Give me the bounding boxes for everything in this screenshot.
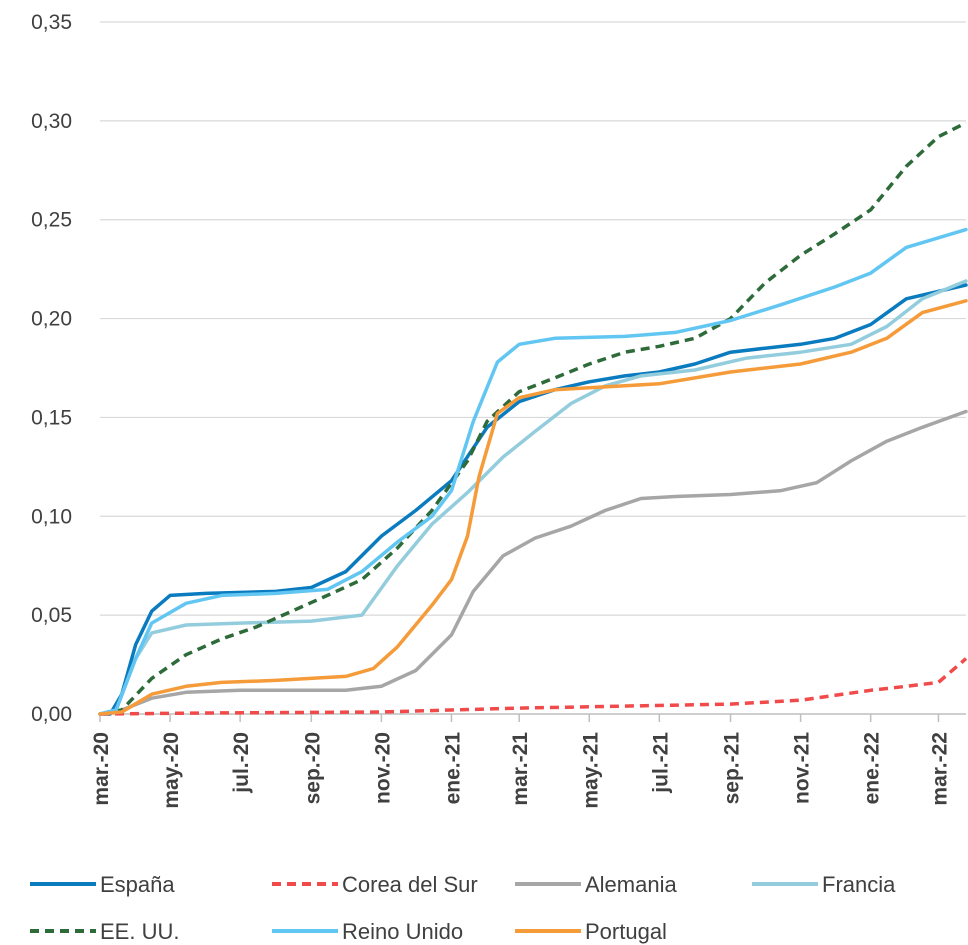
- gridlines: [100, 21, 966, 616]
- y-tick-label: 0,30: [31, 110, 72, 133]
- y-axis: 0,00 0,05 0,10 0,15 0,20 0,25 0,30 0,35: [31, 11, 72, 726]
- legend-label: Reino Unido: [342, 919, 463, 944]
- x-tick-label: sep.-20: [301, 732, 324, 804]
- legend-label: EE. UU.: [100, 919, 179, 944]
- y-tick-label: 0,25: [31, 209, 72, 232]
- y-tick-label: 0,10: [31, 505, 72, 528]
- y-tick-label: 0,00: [31, 703, 72, 726]
- legend-label: Corea del Sur: [342, 872, 478, 897]
- x-tick-label: mar.-22: [928, 732, 951, 806]
- y-tick-label: 0,05: [31, 604, 72, 627]
- series-line: [98, 227, 968, 716]
- x-axis: mar.-20 may.-20 jul.-20 sep.-20 nov.-20 ene.-…: [90, 713, 966, 809]
- x-tick-label: ene.-21: [441, 732, 464, 805]
- series-line: [98, 279, 968, 716]
- legend: España Corea del Sur Alemania Francia EE. UU…: [30, 872, 896, 944]
- x-tick-label: mar.-21: [509, 732, 532, 806]
- x-tick-label: nov.-20: [371, 732, 394, 804]
- legend-label: Francia: [822, 872, 896, 897]
- x-tick-label: jul.-20: [230, 732, 253, 794]
- series-line: [98, 409, 968, 716]
- series-line: [98, 283, 968, 716]
- y-tick-label: 0,15: [31, 406, 72, 429]
- x-tick-label: ene.-22: [861, 732, 884, 804]
- x-tick-label: mar.-20: [90, 732, 113, 806]
- legend-label: Portugal: [585, 919, 667, 944]
- series-line: [98, 299, 968, 716]
- y-tick-label: 0,35: [31, 11, 72, 34]
- x-tick-label: may.-21: [579, 732, 602, 809]
- y-tick-label: 0,20: [31, 308, 72, 331]
- series-line: [99, 657, 968, 716]
- x-tick-label: may.-20: [160, 732, 183, 809]
- series-line: [99, 121, 967, 716]
- x-tick-label: sep.-21: [721, 732, 744, 805]
- legend-label: Alemania: [585, 872, 677, 897]
- x-tick-label: nov.-21: [791, 732, 814, 804]
- legend-label: España: [100, 872, 175, 897]
- plot-area: [98, 121, 968, 716]
- x-tick-label: jul.-21: [649, 732, 672, 794]
